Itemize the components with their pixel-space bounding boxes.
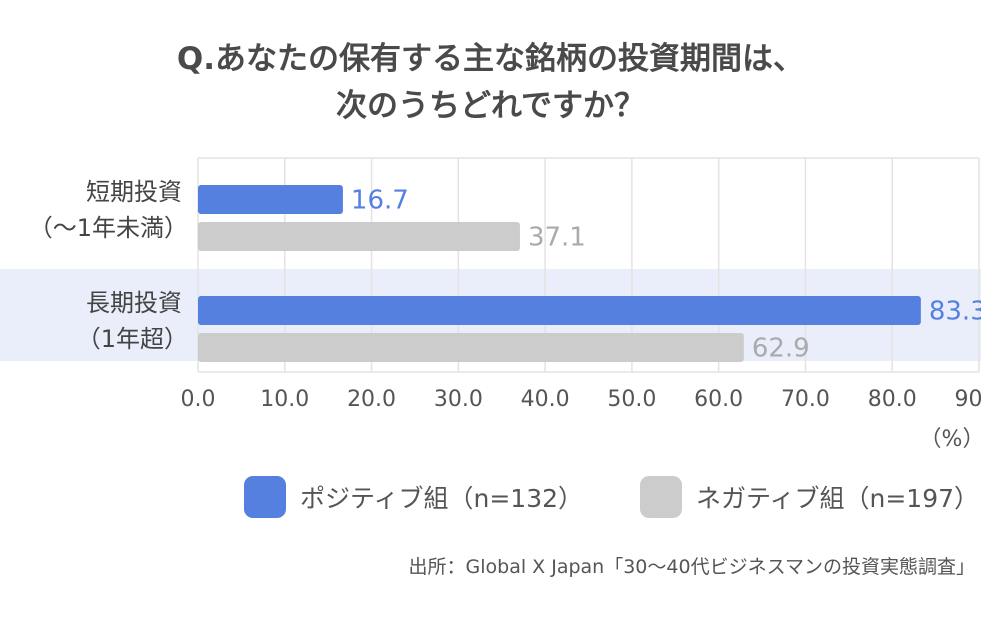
data-label: 16.7 bbox=[351, 186, 409, 216]
bar-chart: 0.0 10.0 20.0 30.0 40.0 50.0 60.0 70.0 80.0 90.0 （… bbox=[0, 157, 981, 452]
bar-negative bbox=[198, 222, 520, 251]
x-tick-label: 10.0 bbox=[260, 387, 309, 412]
x-tick-label: 20.0 bbox=[347, 387, 396, 412]
legend-item-negative: ネガティブ組（n=197） bbox=[640, 474, 979, 520]
category-label-sub: （〜1年未満） bbox=[29, 214, 188, 242]
category-label-sub: （1年超） bbox=[77, 325, 188, 353]
legend: ポジティブ組（n=132） ネガティブ組（n=197） bbox=[0, 474, 981, 520]
x-tick-label: 0.0 bbox=[181, 387, 216, 412]
x-unit-label: （%） bbox=[920, 427, 981, 452]
chart-title-line-2: 次のうちどれですか？ bbox=[335, 88, 646, 124]
x-tick-label: 90.0 bbox=[955, 387, 981, 412]
legend-item-positive: ポジティブ組（n=132） bbox=[244, 474, 583, 520]
legend-label-negative: ネガティブ組（n=197） bbox=[696, 484, 980, 513]
x-tick-label: 80.0 bbox=[868, 387, 917, 412]
x-tick-label: 70.0 bbox=[781, 387, 830, 412]
category-label-main: 短期投資 bbox=[86, 178, 182, 206]
legend-swatch-negative bbox=[640, 476, 682, 518]
source-note: 出所：Global X Japan「30〜40代ビジネスマンの投資実態調査」 bbox=[408, 556, 975, 578]
legend-swatch-positive bbox=[244, 476, 286, 518]
chart-title: Q.あなたの保有する主な銘柄の投資期間は、 次のうちどれですか？ bbox=[0, 36, 981, 130]
data-label: 83.3 bbox=[929, 297, 981, 327]
category-label-main: 長期投資 bbox=[86, 289, 182, 317]
data-label: 37.1 bbox=[528, 223, 586, 253]
bar-positive bbox=[198, 296, 921, 325]
x-tick-label: 40.0 bbox=[521, 387, 570, 412]
data-label: 62.9 bbox=[752, 334, 810, 364]
x-tick-label: 30.0 bbox=[434, 387, 483, 412]
bar-positive bbox=[198, 185, 343, 214]
bar-negative bbox=[198, 333, 744, 362]
x-tick-label: 50.0 bbox=[607, 387, 656, 412]
legend-label-positive: ポジティブ組（n=132） bbox=[300, 484, 584, 513]
chart-title-line-1: Q.あなたの保有する主な銘柄の投資期間は、 bbox=[176, 41, 805, 77]
x-tick-label: 60.0 bbox=[694, 387, 743, 412]
